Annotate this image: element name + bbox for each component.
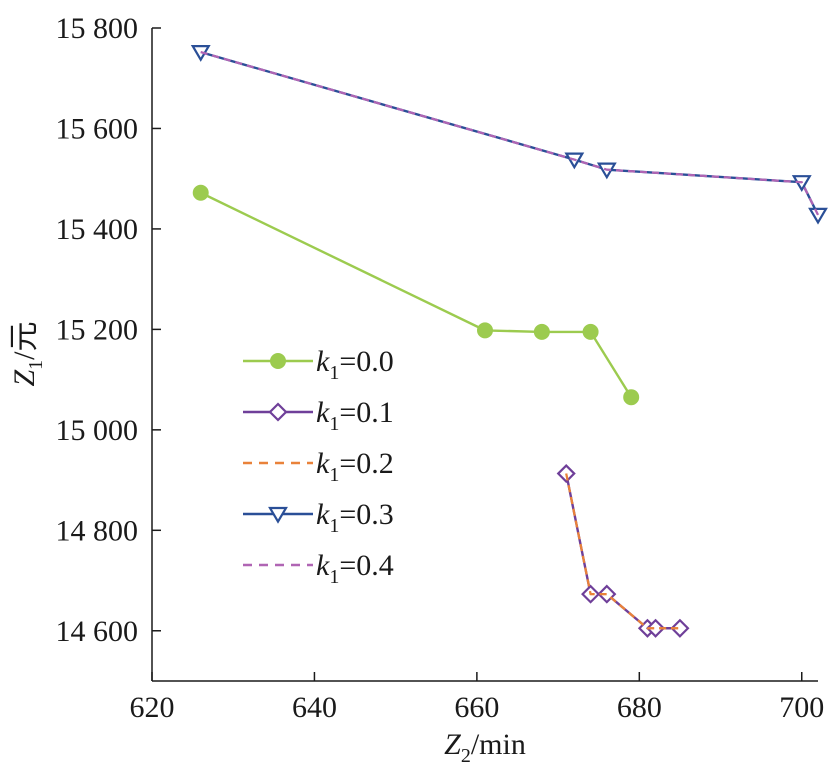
series-line <box>565 473 680 630</box>
legend-entry: k1=0.1 <box>243 396 394 435</box>
legend-var: k <box>316 498 330 531</box>
y-tick-label: 14 600 <box>56 615 139 648</box>
legend-label: k1=0.1 <box>316 396 394 435</box>
data-point <box>808 207 828 225</box>
x-tick-label: 640 <box>292 691 337 724</box>
series-1 <box>556 463 690 638</box>
y-axis-title: Z1/元 <box>8 321 47 386</box>
legend-label: k1=0.0 <box>316 345 394 384</box>
y-tick-label: 15 600 <box>56 112 139 145</box>
data-point <box>192 184 209 201</box>
legend-sub: 1 <box>329 362 339 384</box>
legend-entry: k1=0.0 <box>243 345 394 384</box>
legend-var: k <box>316 549 330 582</box>
legend-sub: 1 <box>329 566 339 588</box>
legend-var: k <box>316 345 330 378</box>
x-title-unit: /min <box>471 728 526 761</box>
x-axis-title: Z2/min <box>444 728 526 767</box>
y-tick-label: 15 800 <box>56 12 139 45</box>
legend-label: k1=0.2 <box>316 447 394 486</box>
series-0 <box>192 184 640 406</box>
legend-value: =0.0 <box>339 345 393 378</box>
x-tick-label: 700 <box>779 691 824 724</box>
y-title-var: Z <box>8 370 41 387</box>
legend-sub: 1 <box>329 515 339 537</box>
legend-label: k1=0.3 <box>316 498 394 537</box>
data-point <box>670 618 690 638</box>
series-2 <box>565 473 680 630</box>
legend-value: =0.2 <box>339 447 393 480</box>
legend-entry: k1=0.4 <box>243 549 394 588</box>
series-line <box>200 191 633 398</box>
y-tick-label: 15 000 <box>56 414 139 447</box>
y-tick-label: 15 200 <box>56 313 139 346</box>
series-line <box>200 51 819 216</box>
x-tick-label: 680 <box>617 691 662 724</box>
legend-sub: 1 <box>329 464 339 486</box>
series-layer <box>190 45 828 638</box>
legend-var: k <box>316 447 330 480</box>
y-title-sub: 1 <box>25 360 47 370</box>
legend-var: k <box>316 396 330 429</box>
legend-marker <box>268 402 288 422</box>
legend-value: =0.1 <box>339 396 393 429</box>
data-point <box>477 322 493 339</box>
series-4 <box>200 51 819 216</box>
legend-label: k1=0.4 <box>316 549 394 588</box>
series-line <box>200 50 820 216</box>
y-title-unit: /元 <box>8 321 41 359</box>
legend-entry: k1=0.2 <box>243 447 394 486</box>
series-4-overlay <box>200 51 819 216</box>
axes: 620 640 660 680 700 14 600 14 800 15 000 15 200 1… <box>56 12 825 724</box>
series-2-overlay <box>565 473 680 630</box>
x-tick-label: 620 <box>130 691 175 724</box>
x-title-var: Z <box>444 728 461 761</box>
x-tick-label: 660 <box>454 691 499 724</box>
data-point <box>582 323 599 340</box>
series-3 <box>190 45 828 225</box>
data-point <box>646 618 666 638</box>
legend-value: =0.3 <box>339 498 393 531</box>
data-point <box>533 323 550 340</box>
legend-sub: 1 <box>329 413 339 435</box>
legend: k1=0.0k1=0.1k1=0.2k1=0.3k1=0.4 <box>243 345 394 588</box>
x-title-sub: 2 <box>461 745 471 767</box>
legend-entry: k1=0.3 <box>243 498 394 537</box>
legend-marker <box>270 353 286 369</box>
y-tick-label: 14 800 <box>56 514 139 547</box>
data-point <box>623 389 640 406</box>
y-tick-label: 15 400 <box>56 213 139 246</box>
legend-marker <box>268 506 288 524</box>
legend-value: =0.4 <box>339 549 393 582</box>
series-line <box>565 473 680 630</box>
